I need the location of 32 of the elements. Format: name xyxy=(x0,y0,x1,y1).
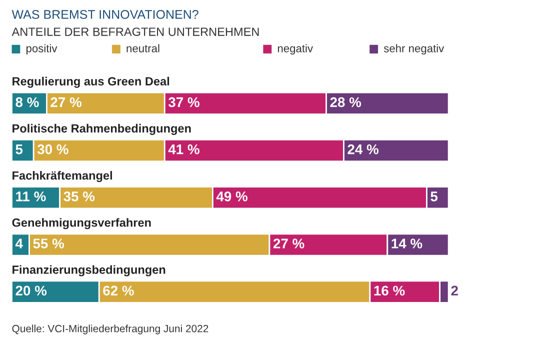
data-label: 27 % xyxy=(273,238,304,248)
data-label: 2 xyxy=(451,286,458,296)
y-tick-label: Genehmigungsverfahren xyxy=(12,218,151,230)
chart-title: WAS BREMST INNOVATIONEN? xyxy=(12,10,198,19)
data-label: 11 % xyxy=(16,192,46,202)
data-label: 14 % xyxy=(392,238,422,248)
data-label: 20 % xyxy=(16,286,47,296)
data-label: 24 % xyxy=(348,144,379,154)
legend-label: neutral xyxy=(126,44,160,52)
legend-label: positiv xyxy=(26,44,58,55)
y-tick-label: Fachkräftemangel xyxy=(12,171,112,182)
y-tick-label: Finanzierungsbedingungen xyxy=(12,265,166,276)
source-note: Quelle: VCI-Mitgliederbefragung Juni 2022 xyxy=(12,324,208,334)
legend-label: sehr negativ xyxy=(384,44,444,55)
data-label: 4 xyxy=(15,238,23,248)
data-label: 5 xyxy=(430,192,438,202)
data-label: 37 % xyxy=(168,97,200,108)
data-label: 49 % xyxy=(216,192,248,202)
data-label: 27 % xyxy=(50,97,82,108)
data-label: 55 % xyxy=(33,238,64,248)
data-label: 28 % xyxy=(330,97,362,108)
chart-subtitle: ANTEILE DER BEFRAGTEN UNTERNEHMEN xyxy=(12,28,259,36)
data-label: 8 % xyxy=(16,97,39,108)
data-label: 35 % xyxy=(64,192,95,202)
y-tick-label: Regulierung aus Green Deal xyxy=(12,76,170,88)
data-label: 62 % xyxy=(103,286,134,296)
data-label: 30 % xyxy=(37,144,68,154)
y-tick-label: Politische Rahmenbedingungen xyxy=(12,124,191,135)
data-label: 41 % xyxy=(168,144,200,154)
data-label: 5 xyxy=(16,144,23,154)
data-label: 16 % xyxy=(374,286,405,296)
legend-label: negativ xyxy=(278,44,313,55)
